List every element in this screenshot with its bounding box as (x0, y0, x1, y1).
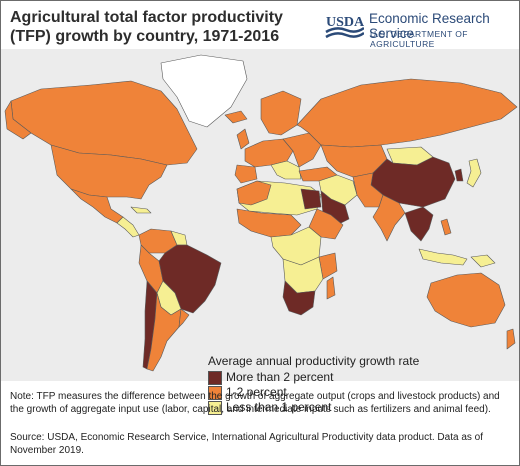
region-uk (236, 128, 250, 150)
legend-swatch-high (208, 371, 222, 385)
region-greenland (160, 54, 248, 128)
legend-title: Average annual productivity growth rate (208, 354, 420, 368)
region-canada (10, 80, 198, 166)
region-russia (296, 78, 518, 148)
region-central-america (116, 216, 140, 238)
legend-label-low: Less than 1 percent (226, 400, 332, 414)
region-argentina (146, 292, 182, 372)
region-southern-europe (270, 160, 302, 180)
legend-swatch-low (208, 401, 222, 415)
region-india (372, 194, 406, 242)
world-map: Average annual productivity growth rate … (1, 49, 519, 415)
legend-label-mid: 1-2 percent (226, 385, 287, 399)
region-indonesia (418, 248, 468, 266)
region-iberia (234, 164, 258, 184)
region-australia (426, 272, 506, 328)
agency-name: Economic Research Service (369, 11, 490, 41)
region-egypt (300, 188, 322, 210)
region-japan (466, 158, 482, 188)
region-southeast-asia (404, 206, 434, 242)
region-korea (454, 168, 464, 182)
region-caribbean (130, 206, 152, 214)
region-new-zealand (506, 328, 516, 350)
chart-title: Agricultural total factor productivity (… (10, 9, 283, 45)
world-map-svg (4, 54, 518, 372)
source-note: Source: USDA, Economic Research Service,… (10, 432, 484, 456)
region-maghreb (236, 180, 272, 206)
usda-logo: USDA (325, 15, 364, 39)
usda-logo-text: USDA (326, 15, 364, 30)
region-iceland (224, 110, 248, 124)
department-name: U.S. DEPARTMENT OF AGRICULTURE (370, 29, 468, 49)
region-madagascar (326, 276, 336, 300)
region-papua-new-guinea (470, 254, 496, 268)
region-south-africa (282, 280, 316, 316)
footnote: Note: TFP measures the difference betwee… (10, 391, 500, 415)
legend-label-high: More than 2 percent (226, 370, 334, 384)
region-scandinavia (260, 90, 302, 136)
region-alaska (4, 100, 32, 140)
region-uruguay (178, 308, 190, 328)
region-philippines (440, 218, 452, 236)
legend-swatch-mid (208, 386, 222, 400)
